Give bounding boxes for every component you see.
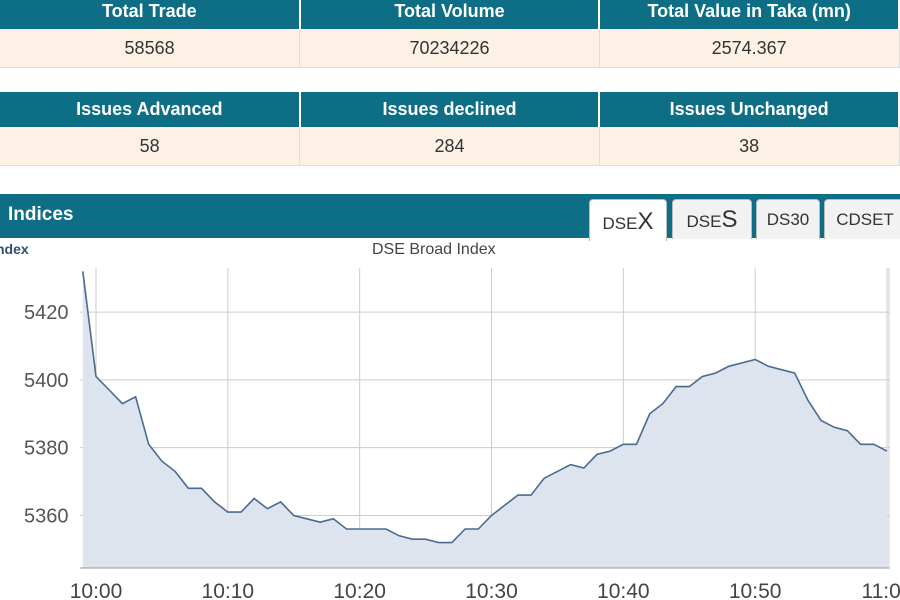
column-header: Issues Advanced bbox=[0, 92, 301, 127]
x-tick-label: 11:00 bbox=[862, 580, 900, 600]
total-volume-value: 70234226 bbox=[299, 29, 600, 68]
column-header: Total Volume bbox=[299, 0, 601, 29]
indices-title: Indices bbox=[8, 204, 74, 225]
y-tick-label: 5360 bbox=[24, 505, 69, 527]
tab-ds30-label: DS30 bbox=[766, 210, 810, 229]
tab-dses-prefix: DSE bbox=[686, 212, 722, 231]
column-header: Total Trade bbox=[0, 0, 301, 29]
table-header-row: Issues Advanced Issues declined Issues U… bbox=[0, 92, 900, 127]
x-tick-label: 10:00 bbox=[70, 580, 123, 600]
x-tick-label: 10:40 bbox=[597, 580, 650, 600]
y-tick-label: 5380 bbox=[24, 438, 69, 460]
column-header: Issues declined bbox=[299, 92, 601, 127]
tab-cdset[interactable]: CDSET bbox=[824, 199, 900, 239]
tab-dses-suffix: S bbox=[721, 206, 738, 233]
tab-dsex-suffix: X bbox=[637, 208, 654, 235]
tab-dses[interactable]: DSES bbox=[672, 199, 752, 239]
x-tick-label: 10:50 bbox=[729, 580, 782, 600]
market-summary-table: Total Trade Total Volume Total Value in … bbox=[0, 0, 900, 68]
issues-summary-table: Issues Advanced Issues declined Issues U… bbox=[0, 92, 900, 166]
total-trade-value: 58568 bbox=[0, 29, 301, 68]
chart-title: DSE Broad Index bbox=[372, 241, 496, 258]
column-header: Issues Unchanged bbox=[599, 92, 900, 127]
tab-dsex-prefix: DSE bbox=[602, 214, 638, 233]
column-header: Total Value in Taka (mn) bbox=[599, 0, 900, 29]
tab-dsex[interactable]: DSEX bbox=[589, 199, 667, 241]
x-tick-label: 10:30 bbox=[465, 580, 518, 600]
tab-cdset-label: CDSET bbox=[836, 210, 894, 229]
series-area bbox=[82, 271, 888, 568]
x-tick-label: 10:10 bbox=[202, 580, 255, 600]
series-line bbox=[82, 271, 888, 544]
y-tick-label: 5400 bbox=[24, 370, 69, 392]
index-subtitle: ndex bbox=[0, 241, 29, 257]
issues-advanced-value: 58 bbox=[0, 127, 301, 166]
table-header-row: Total Trade Total Volume Total Value in … bbox=[0, 0, 900, 29]
x-tick-label: 10:20 bbox=[333, 580, 386, 600]
dse-broad-index-chart: 5360 5380 5400 5420 10:00 10:10 10:20 10:30 10:4… bbox=[24, 268, 900, 600]
table-row: 58568 70234226 2574.367 bbox=[0, 29, 900, 68]
total-value-taka: 2574.367 bbox=[599, 29, 900, 68]
issues-declined-value: 284 bbox=[299, 127, 600, 166]
tab-ds30[interactable]: DS30 bbox=[756, 199, 820, 239]
table-row: 58 284 38 bbox=[0, 127, 900, 166]
y-tick-label: 5420 bbox=[24, 302, 69, 324]
issues-unchanged-value: 38 bbox=[599, 127, 900, 166]
